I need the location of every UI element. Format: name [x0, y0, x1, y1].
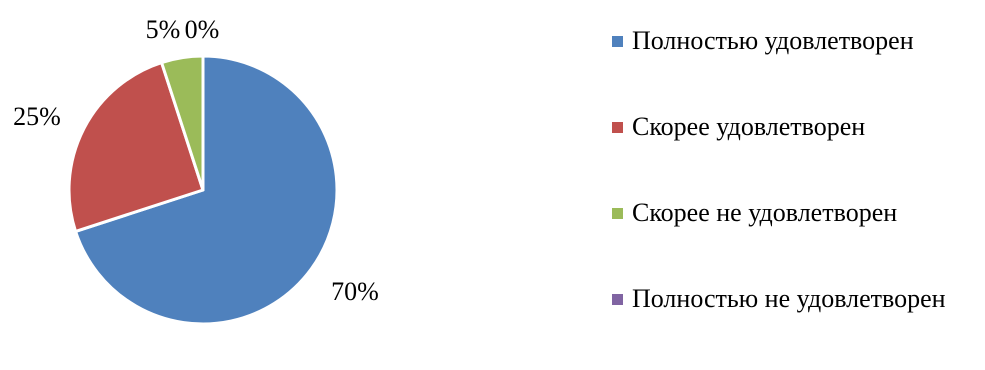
pie-data-labels: 70% 25% 5% 0% [13, 15, 379, 306]
legend-label-rather-satisfied: Скорее удовлетворен [632, 112, 866, 141]
legend-item-fully-not-satisfied: Полностью не удовлетворен [612, 284, 982, 370]
pie-slice-rather-satisfied [67, 61, 205, 233]
pie-slice-fully-satisfied [74, 54, 339, 326]
chart-legend: Полностью удовлетворен Скорее удовлетвор… [612, 26, 982, 370]
legend-swatch-fully-not-satisfied [612, 294, 623, 305]
data-label-rather-not-satisfied: 5% [146, 15, 181, 44]
legend-swatch-rather-satisfied [612, 122, 623, 133]
legend-swatch-rather-not-satisfied [612, 208, 623, 219]
legend-label-fully-satisfied: Полностью удовлетворен [632, 26, 914, 55]
legend-item-fully-satisfied: Полностью удовлетворен [612, 26, 982, 112]
legend-label-fully-not-satisfied: Полностью не удовлетворен [632, 284, 946, 313]
pie-chart: 70% 25% 5% 0% [13, 15, 379, 326]
data-label-fully-not-satisfied: 0% [185, 15, 220, 44]
legend-swatch-fully-satisfied [612, 36, 623, 47]
legend-item-rather-satisfied: Скорее удовлетворен [612, 112, 982, 198]
data-label-fully-satisfied: 70% [331, 277, 379, 306]
legend-label-rather-not-satisfied: Скорее не удовлетворен [632, 198, 898, 227]
legend-item-rather-not-satisfied: Скорее не удовлетворен [612, 198, 982, 284]
pie-slices [67, 54, 339, 326]
data-label-rather-satisfied: 25% [13, 102, 61, 131]
